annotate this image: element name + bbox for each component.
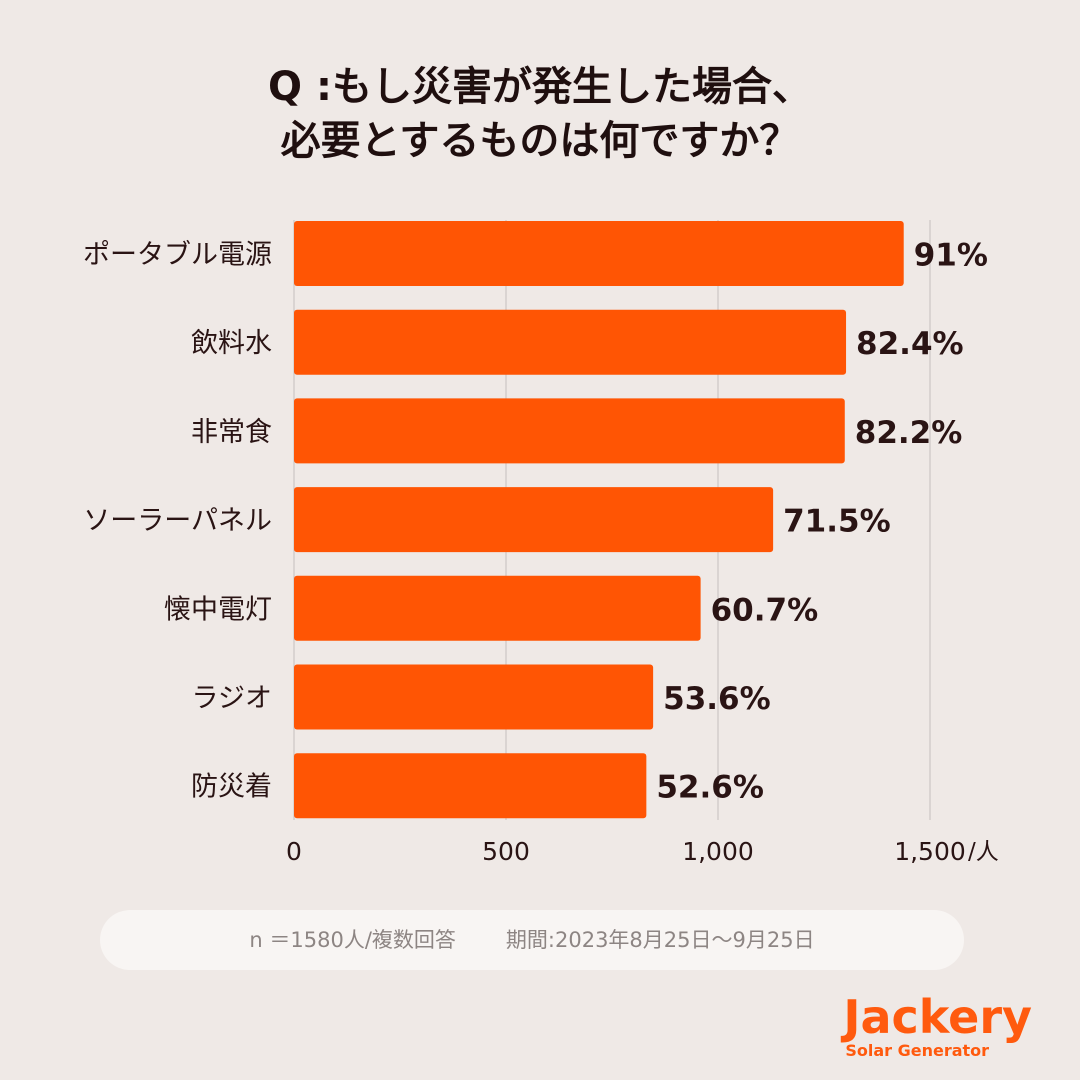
value-label: 52.6% — [656, 770, 764, 806]
category-label: ラジオ — [192, 683, 272, 714]
x-tick-label: 500 — [482, 837, 530, 866]
x-tick-label: 1,500 — [894, 837, 966, 866]
brand-logo-tagline: Solar Generator — [845, 1041, 990, 1060]
value-label: 53.6% — [663, 681, 771, 717]
bar — [294, 664, 654, 730]
axis-layer: 0 500 1,000 1,500/人 — [286, 837, 999, 866]
x-unit-label: /人 — [968, 839, 999, 865]
survey-period-text: 期間:2023年8月25日〜9月25日 — [505, 928, 815, 952]
label-layer: ポータブル電源 91% 飲料水 82.4% 非常食 82.2% ソーラーパネル 71.5% 懐中… — [83, 238, 988, 806]
category-label: ソーラーパネル — [83, 506, 272, 537]
x-tick-label: 0 — [286, 837, 302, 866]
survey-info-pill: n ＝1580人/複数回答 期間:2023年8月25日〜9月25日 — [100, 910, 964, 970]
value-label: 60.7% — [711, 592, 819, 628]
category-label: 非常食 — [191, 417, 272, 448]
category-label: 飲料水 — [191, 328, 272, 359]
brand-logo-wordmark: Jackery — [843, 990, 1032, 1044]
chart-title-line-2: 必要とするものは何ですか？ — [280, 118, 800, 164]
bar-chart: ポータブル電源 91% 飲料水 82.4% 非常食 82.2% ソーラーパネル 71.5% 懐中… — [83, 220, 999, 866]
bar-layer — [294, 221, 904, 819]
brand-logo: Jackery Solar Generator — [843, 992, 1032, 1060]
value-label: 91% — [914, 238, 988, 274]
bar — [294, 221, 904, 286]
bar — [294, 487, 774, 553]
value-label: 71.5% — [783, 504, 891, 540]
value-label: 82.2% — [855, 415, 963, 451]
bar — [294, 753, 647, 819]
category-label: 懐中電灯 — [164, 594, 272, 625]
category-label: ポータブル電源 — [83, 240, 272, 271]
x-tick-label: 1,000 — [682, 837, 754, 866]
sample-size-text: n ＝1580人/複数回答 — [249, 928, 456, 952]
chart-title: Q :もし災害が発生した場合、 必要とするものは何ですか？ — [0, 60, 1080, 168]
bar — [294, 398, 845, 464]
value-label: 82.4% — [856, 326, 964, 362]
bar — [294, 309, 847, 375]
chart-title-line-1: Q :もし災害が発生した場合、 — [268, 64, 812, 110]
bar — [294, 575, 701, 641]
category-label: 防災着 — [191, 772, 272, 803]
